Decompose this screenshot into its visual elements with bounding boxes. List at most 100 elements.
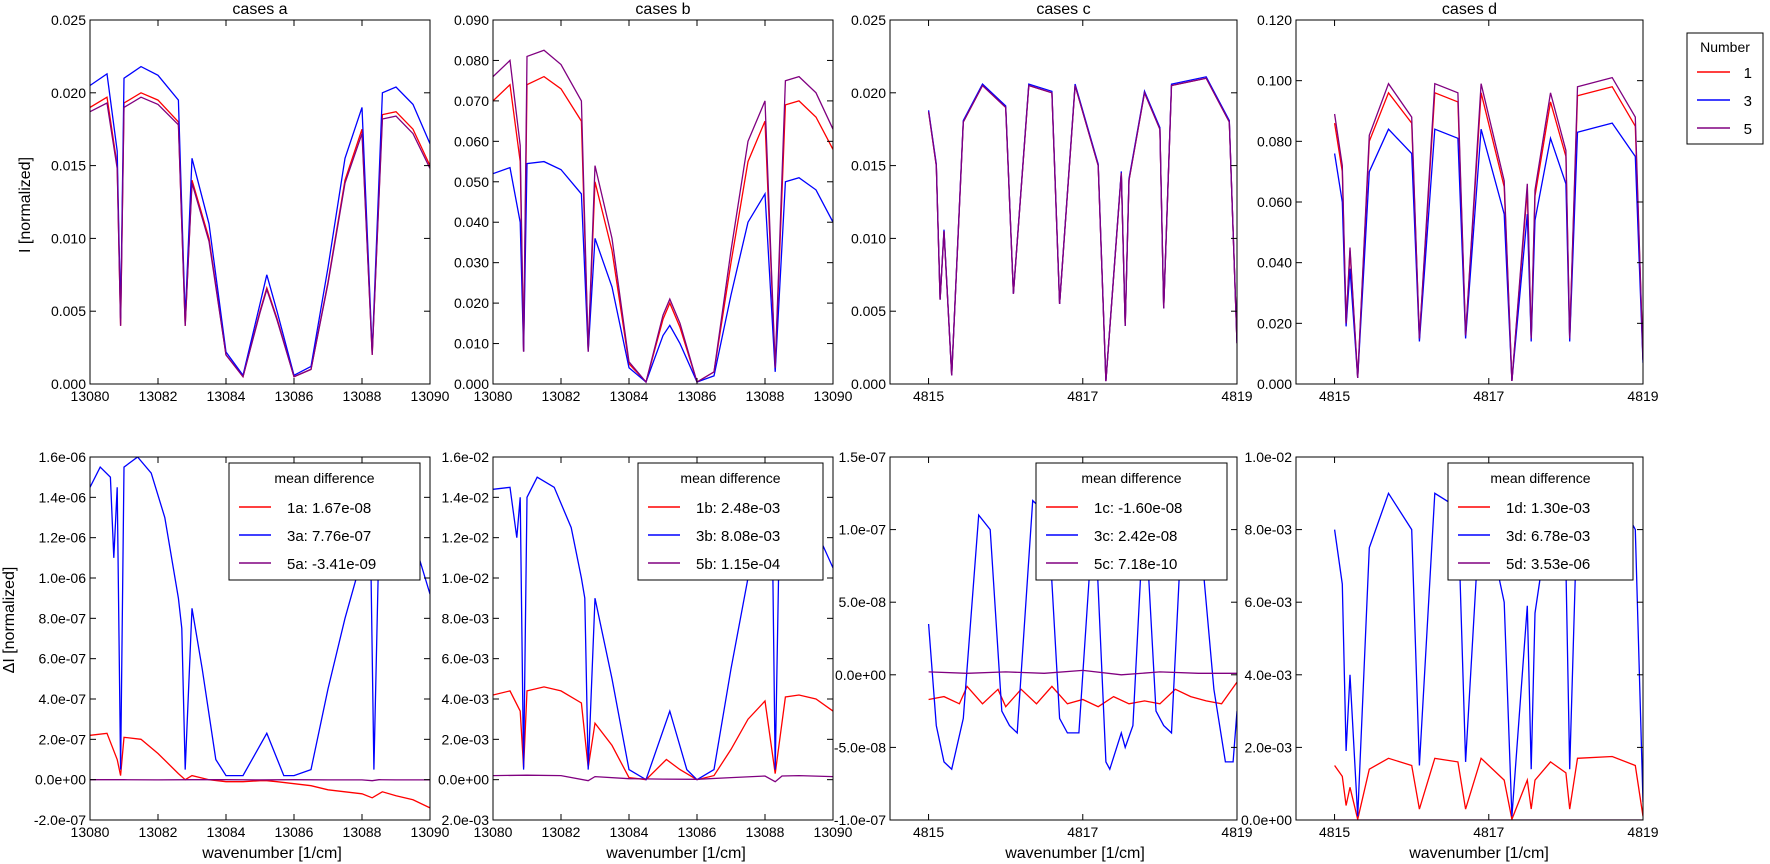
y-tick-label-bottom-a: 1.2e-06 [39, 530, 87, 546]
x-axis-label-b: wavenumber [1/cm] [605, 845, 746, 862]
y-tick-label-top-b: 0.030 [454, 255, 489, 271]
plot-frame-top-a [89, 19, 431, 385]
series-line-bottom-d-1 [1334, 755, 1643, 820]
y-tick-label-top-d: 0.120 [1257, 12, 1292, 28]
y-tick-label-bottom-a: 4.0e-07 [39, 691, 87, 707]
y-tick-label-bottom-b: 1.2e-02 [442, 530, 490, 546]
x-tick-label-top-d: 4815 [1319, 388, 1350, 404]
legend-frame-bottom-d [1447, 462, 1634, 581]
x-tick-label-bottom-b: 13084 [610, 824, 649, 840]
y-axis-label-top: I [normalized] [17, 157, 34, 253]
series-line-top-c-5 [927, 77, 1237, 382]
y-tick-label-top-d: 0.040 [1257, 255, 1292, 271]
series-line-bottom-a-5 [90, 779, 430, 782]
legend-title-bottom-c: mean difference [1081, 470, 1181, 486]
y-tick-label-top-a: 0.020 [51, 85, 86, 101]
y-tick-label-bottom-d: 0.0e+00 [1241, 812, 1292, 828]
x-tick-label-top-b: 13082 [542, 388, 581, 404]
y-tick-label-bottom-b: 1.0e-02 [442, 570, 490, 586]
x-tick-label-top-c: 4815 [913, 388, 944, 404]
x-tick-label-bottom-c: 4815 [913, 824, 944, 840]
panel-bottom-d: 4815 4817 4819 0.0e+00 2.0e-03 4.0e-03 6.0e-03… [1241, 449, 1659, 840]
y-tick-label-bottom-b: 8.0e-03 [442, 610, 490, 626]
y-tick-label-bottom-b: 2.0e-03 [442, 812, 490, 828]
panel-title-top-c: cases c [1036, 1, 1090, 18]
y-tick-label-bottom-d: 4.0e-03 [1245, 667, 1293, 683]
series-line-top-a-5 [90, 96, 430, 379]
panel-title-top-d: cases d [1442, 1, 1497, 18]
x-axis-label-a: wavenumber [1/cm] [201, 845, 342, 862]
plot-frame-top-b [492, 19, 834, 385]
series-line-top-c-3 [927, 76, 1237, 382]
y-tick-label-bottom-d: 2.0e-03 [1245, 739, 1293, 755]
y-tick-label-bottom-a: 0.0e+00 [35, 772, 86, 788]
legend-bottom-c: mean difference 1c: -1.60e-08 3c: 2.42e-08… [1035, 462, 1228, 581]
panel-bottom-c: 4815 4817 4819 -1.0e-07 -5.0e-08 0.0e+00 5.0e-… [834, 449, 1253, 840]
x-tick-label-top-b: 13088 [746, 388, 785, 404]
y-tick-label-top-c: 0.000 [851, 376, 886, 392]
x-tick-label-bottom-b: 13082 [542, 824, 581, 840]
y-tick-label-top-a: 0.005 [51, 303, 86, 319]
y-tick-label-top-d: 0.020 [1257, 315, 1292, 331]
series-line-bottom-c-5 [928, 669, 1237, 676]
legend-title-bottom-b: mean difference [680, 470, 780, 486]
legend-entry-bottom-b-0: 1b: 2.48e-03 [696, 500, 780, 517]
y-tick-label-top-b: 0.090 [454, 12, 489, 28]
y-tick-label-top-c: 0.005 [851, 303, 886, 319]
x-tick-label-top-d: 4819 [1627, 388, 1658, 404]
y-tick-label-bottom-d: 6.0e-03 [1245, 594, 1293, 610]
x-tick-label-top-a: 13080 [71, 388, 110, 404]
x-tick-label-top-a: 13082 [139, 388, 178, 404]
panel-top-d: 4815 4817 4819 0.000 0.020 0.040 0.060 0.080 0.1… [1257, 1, 1659, 404]
y-tick-label-bottom-a: 1.6e-06 [39, 449, 87, 465]
y-tick-label-top-d: 0.080 [1257, 133, 1292, 149]
x-tick-label-top-a: 13084 [207, 388, 246, 404]
series-line-bottom-b-1 [493, 686, 833, 781]
y-tick-label-top-c: 0.015 [851, 158, 886, 174]
x-tick-label-top-c: 4819 [1221, 388, 1252, 404]
y-tick-label-bottom-c: -5.0e-08 [834, 739, 886, 755]
y-tick-label-bottom-b: 6.0e-03 [442, 651, 490, 667]
series-line-bottom-c-1 [928, 681, 1237, 708]
legend-entry-bottom-c-2: 5c: 7.18e-10 [1094, 556, 1177, 573]
legend-title-bottom-d: mean difference [1490, 470, 1590, 486]
series-line-top-a-3 [90, 65, 430, 377]
legend-bottom-b: mean difference 1b: 2.48e-03 3b: 8.08e-03 5… [637, 462, 824, 581]
x-tick-label-top-b: 13080 [474, 388, 513, 404]
legend-entry-bottom-d-2: 5d: 3.53e-06 [1506, 556, 1590, 573]
panel-top-a: 13080 13082 13084 13086 13088 13090 0.000 0.005… [51, 1, 450, 404]
y-tick-label-top-b: 0.050 [454, 174, 489, 190]
x-tick-label-bottom-d: 4819 [1627, 824, 1658, 840]
series-line-top-b-5 [493, 49, 833, 384]
y-tick-label-top-d: 0.060 [1257, 194, 1292, 210]
y-tick-label-bottom-c: -1.0e-07 [834, 812, 886, 828]
legend-title-bottom-a: mean difference [274, 470, 374, 486]
legend-entry-bottom-a-0: 1a: 1.67e-08 [287, 500, 371, 517]
plot-frame-bottom-b [492, 456, 834, 821]
y-tick-label-top-b: 0.010 [454, 336, 489, 352]
series-line-top-b-3 [493, 160, 833, 384]
plot-frame-bottom-a [89, 456, 431, 821]
y-tick-label-bottom-b: 2.0e-03 [442, 731, 490, 747]
legend-entry-bottom-c-0: 1c: -1.60e-08 [1094, 500, 1182, 517]
y-tick-label-bottom-a: 1.4e-06 [39, 489, 87, 505]
panel-bottom-a: 13080 13082 13084 13086 13088 13090 -2.0e-07 0.… [34, 449, 450, 840]
series-line-top-d-5 [1333, 76, 1643, 382]
legend-entry-bottom-a-2: 5a: -3.41e-09 [287, 556, 376, 573]
x-tick-label-top-d: 4817 [1473, 388, 1504, 404]
legend-entry-bottom-a-1: 3a: 7.76e-07 [287, 528, 371, 545]
y-tick-label-bottom-a: 1.0e-06 [39, 570, 87, 586]
plot-frame-bottom-d [1295, 456, 1644, 821]
y-tick-label-bottom-a: 6.0e-07 [39, 651, 87, 667]
legend-entry-bottom-c-1: 3c: 2.42e-08 [1094, 528, 1177, 545]
y-tick-label-bottom-c: 1.0e-07 [839, 522, 887, 538]
series-line-bottom-a-1 [90, 732, 430, 809]
plot-frame-bottom-c [889, 456, 1238, 821]
y-tick-label-top-a: 0.025 [51, 12, 86, 28]
top-legend: Number 1 3 5 [1686, 32, 1764, 145]
y-tick-label-top-b: 0.060 [454, 133, 489, 149]
y-tick-label-top-c: 0.025 [851, 12, 886, 28]
series-line-top-a-1 [90, 92, 430, 379]
y-tick-label-bottom-a: 2.0e-07 [39, 731, 87, 747]
x-tick-label-bottom-a: 13090 [411, 824, 450, 840]
